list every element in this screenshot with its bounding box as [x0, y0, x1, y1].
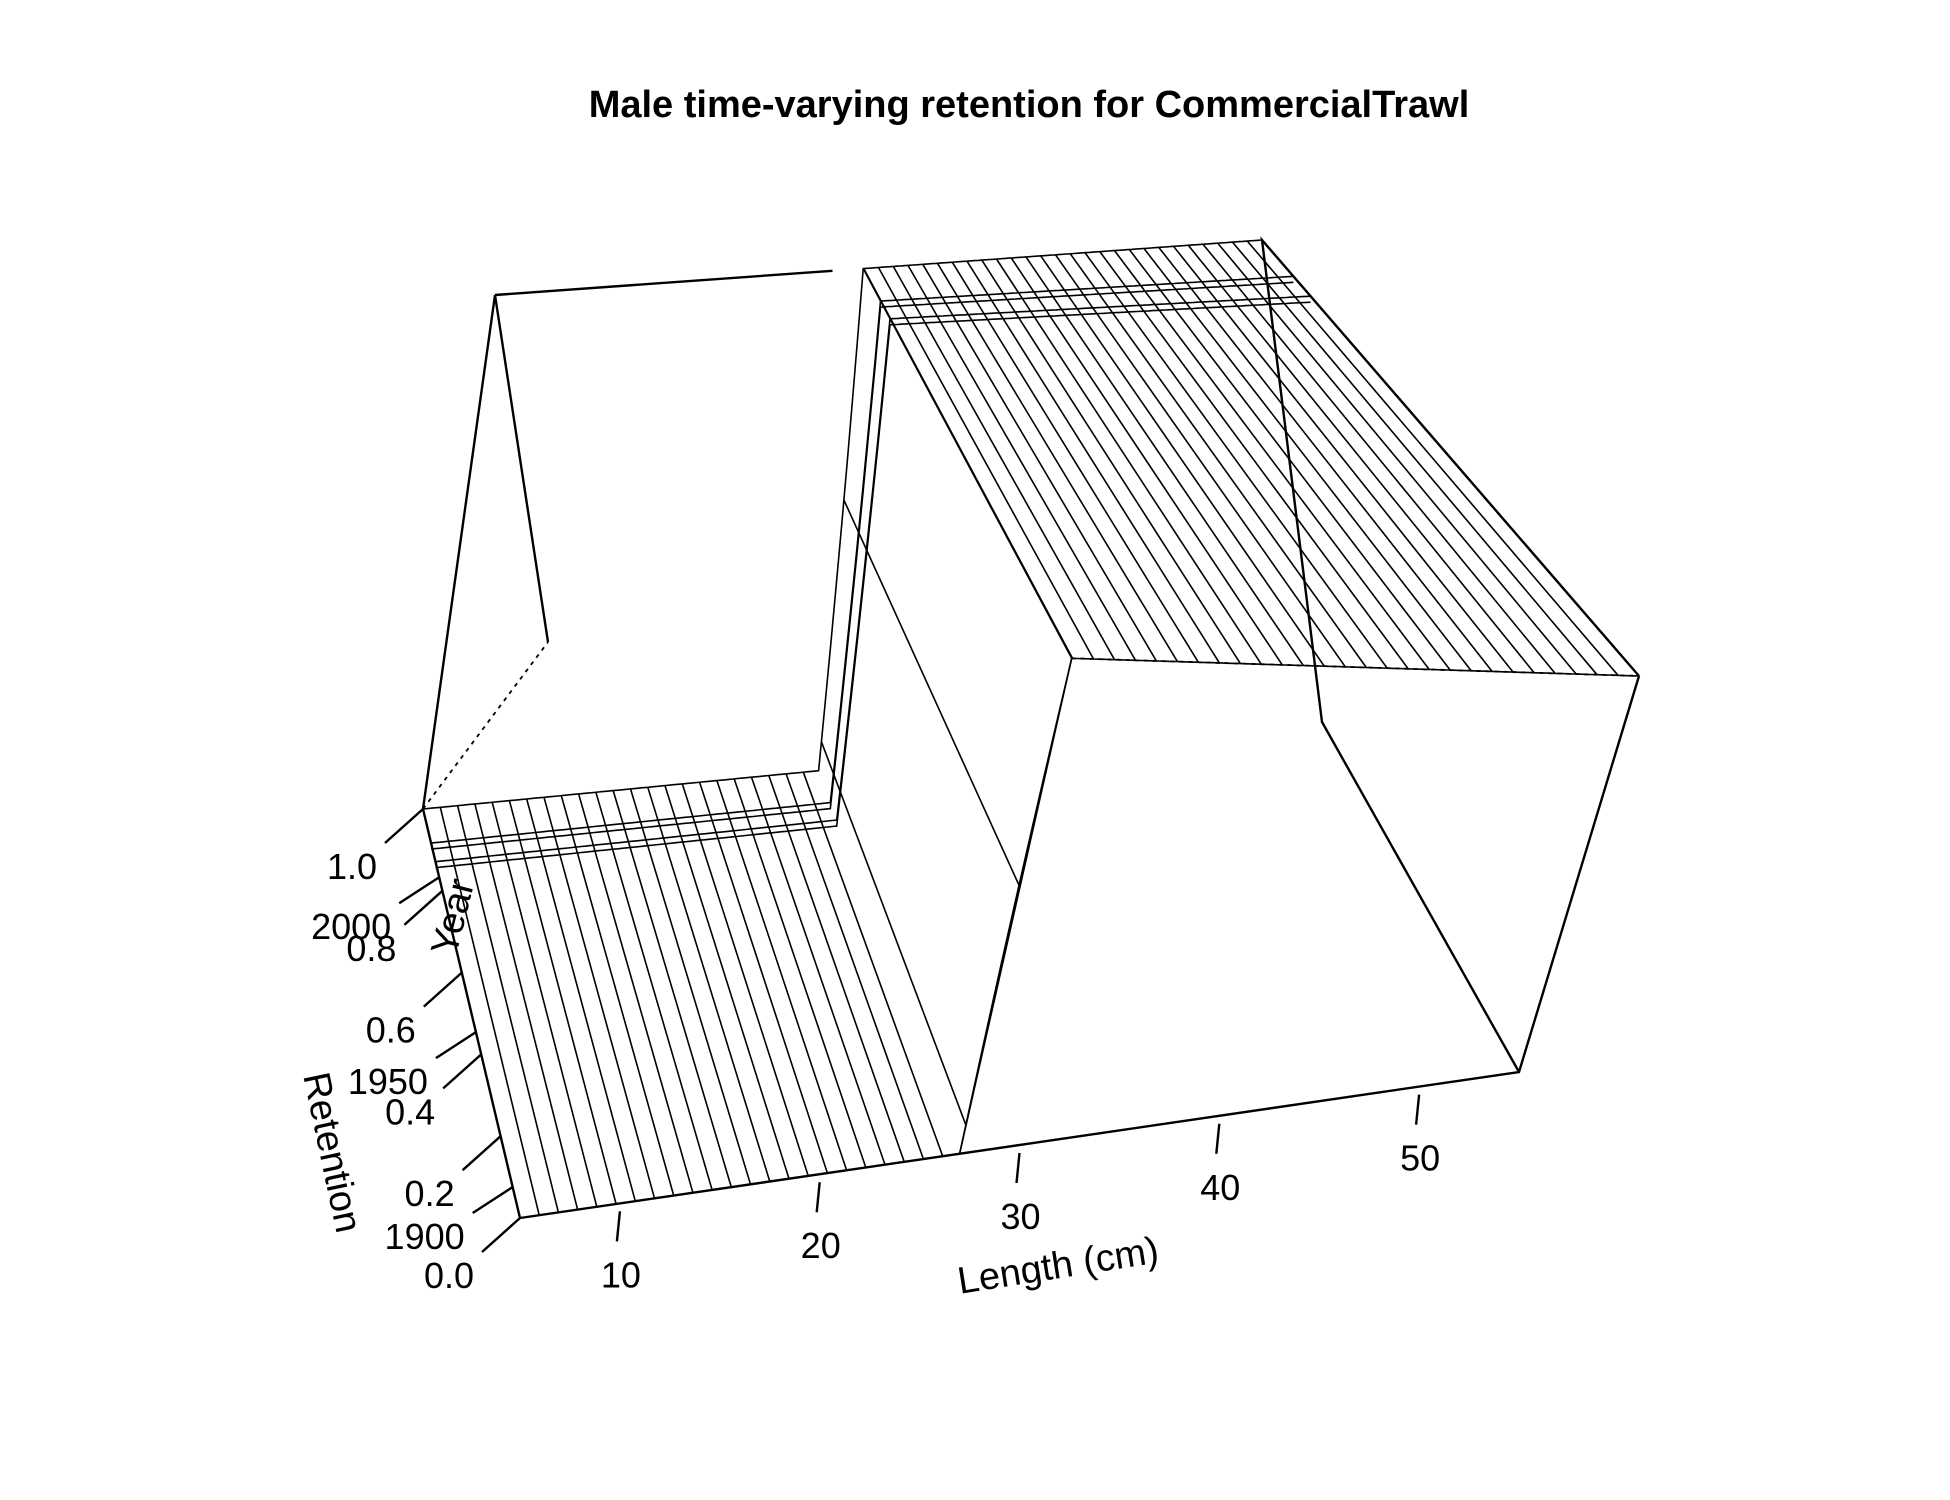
surface-line-length [577, 793, 694, 1193]
x-tick-label: 50 [1400, 1138, 1440, 1179]
surface-line-length [951, 261, 1200, 663]
x-tick [615, 1211, 622, 1242]
surface-line-length [664, 785, 790, 1179]
surface-line-length [1202, 243, 1556, 674]
surface-line-length [525, 798, 637, 1202]
z-tick-label: 0.6 [366, 1010, 416, 1051]
surface-line-length [1054, 254, 1346, 668]
surface-line-length [1069, 253, 1367, 668]
y-tick-label: 1900 [385, 1216, 465, 1257]
surface-line-length [456, 805, 560, 1213]
surface-line-length [843, 499, 1020, 886]
surface-line-length [768, 775, 905, 1163]
surface-line-length [716, 780, 848, 1171]
surface-line-length [1143, 248, 1472, 672]
surface-line-length [1187, 244, 1535, 674]
box-edge-top-back [494, 269, 833, 297]
z-tick [384, 808, 424, 844]
surface-line-length [1246, 240, 1619, 676]
surface-line-length [422, 808, 521, 1219]
surface-line-length [560, 795, 675, 1196]
surface-line-length [1172, 245, 1514, 673]
surface-line-length [543, 797, 656, 1199]
surface-line-length [698, 781, 829, 1174]
surface-line-length [877, 267, 1095, 660]
z-tick-label: 0.0 [424, 1255, 474, 1296]
x-axis-label: Length (cm) [955, 1230, 1162, 1303]
x-tick-label: 30 [1000, 1196, 1040, 1237]
surface-line-length [1158, 246, 1493, 672]
z-tick [442, 1053, 483, 1090]
z-tick-label: 0.2 [405, 1173, 455, 1214]
surface-line-length [922, 263, 1158, 662]
surface-profile-year [431, 275, 1294, 844]
surface-line-length [936, 262, 1179, 663]
chart-title: Male time-varying retention for Commerci… [589, 84, 1470, 126]
surface-line-length [1231, 241, 1598, 676]
z-tick-label: 1.0 [327, 846, 377, 887]
surface-profile-year [422, 239, 1263, 810]
x-tick [1015, 1152, 1021, 1184]
surface-profile-year [435, 295, 1311, 863]
y-tick [398, 876, 440, 905]
z-tick [422, 971, 463, 1008]
z-tick [481, 1217, 521, 1253]
surface-step-top [862, 268, 1073, 659]
y-tick [435, 1031, 477, 1060]
x-tick-label: 20 [801, 1225, 841, 1266]
surface-line-length [1040, 255, 1325, 667]
surface-step-front [958, 658, 1073, 1154]
box-edge-front [519, 675, 1641, 1220]
surface-line-length [785, 773, 925, 1160]
surface-line-length [1113, 250, 1430, 670]
surface-line-length [647, 787, 771, 1182]
surface-line-length [1217, 242, 1577, 675]
surface-mesh [422, 239, 1640, 1219]
x-tick [815, 1182, 821, 1213]
x-tick-label: 40 [1200, 1167, 1240, 1208]
surface-line-length [629, 788, 752, 1185]
surface-line-length [1128, 249, 1451, 671]
surface-line-length [1099, 251, 1409, 670]
surface-line-length [750, 776, 886, 1165]
y-tick-label: 1950 [348, 1061, 428, 1102]
surface-line-length [1025, 256, 1304, 666]
surface-line-length [508, 800, 617, 1205]
surface-line-length [595, 792, 713, 1191]
surface-line-length [820, 741, 967, 1126]
surface-line-length [1261, 239, 1640, 677]
y-tick-label: 2000 [311, 906, 391, 947]
surface-line-length [491, 802, 598, 1208]
plot-box-frame [421, 236, 1641, 1220]
surface-line-length [474, 803, 579, 1210]
x-tick-label: 10 [601, 1254, 641, 1295]
surface-line-length [802, 771, 944, 1157]
z-tick-label: 0.4 [385, 1091, 435, 1132]
surface-line-length [1084, 252, 1388, 669]
surface-line-length [907, 265, 1137, 661]
surface-line-length [439, 807, 540, 1216]
surface-line-length [1010, 257, 1283, 666]
surface-line-length [995, 258, 1262, 665]
x-tick [1215, 1123, 1221, 1154]
box-edge-left [421, 294, 550, 1219]
surface-line-length [681, 783, 809, 1177]
y-tick [472, 1185, 514, 1215]
x-tick [1414, 1094, 1421, 1125]
surface-line-length [612, 790, 733, 1188]
surface-profile-year [431, 281, 1294, 850]
z-tick [461, 1135, 502, 1172]
z-tick [403, 889, 444, 926]
surface-profile-year [519, 657, 1640, 1219]
surface-line-length [966, 260, 1221, 664]
surface-line-length [733, 778, 867, 1168]
surface-line-length [981, 259, 1242, 665]
axes: 10 20 30 40 50 1900 1950 2000 0.0 0.2 0.4 0.6 0.8 1.0 [311, 808, 1440, 1296]
box-edge-hidden-left [422, 641, 549, 810]
z-tick-label: 0.8 [346, 928, 396, 969]
surface-line-length [892, 266, 1116, 661]
surface-profile-year [435, 301, 1311, 869]
